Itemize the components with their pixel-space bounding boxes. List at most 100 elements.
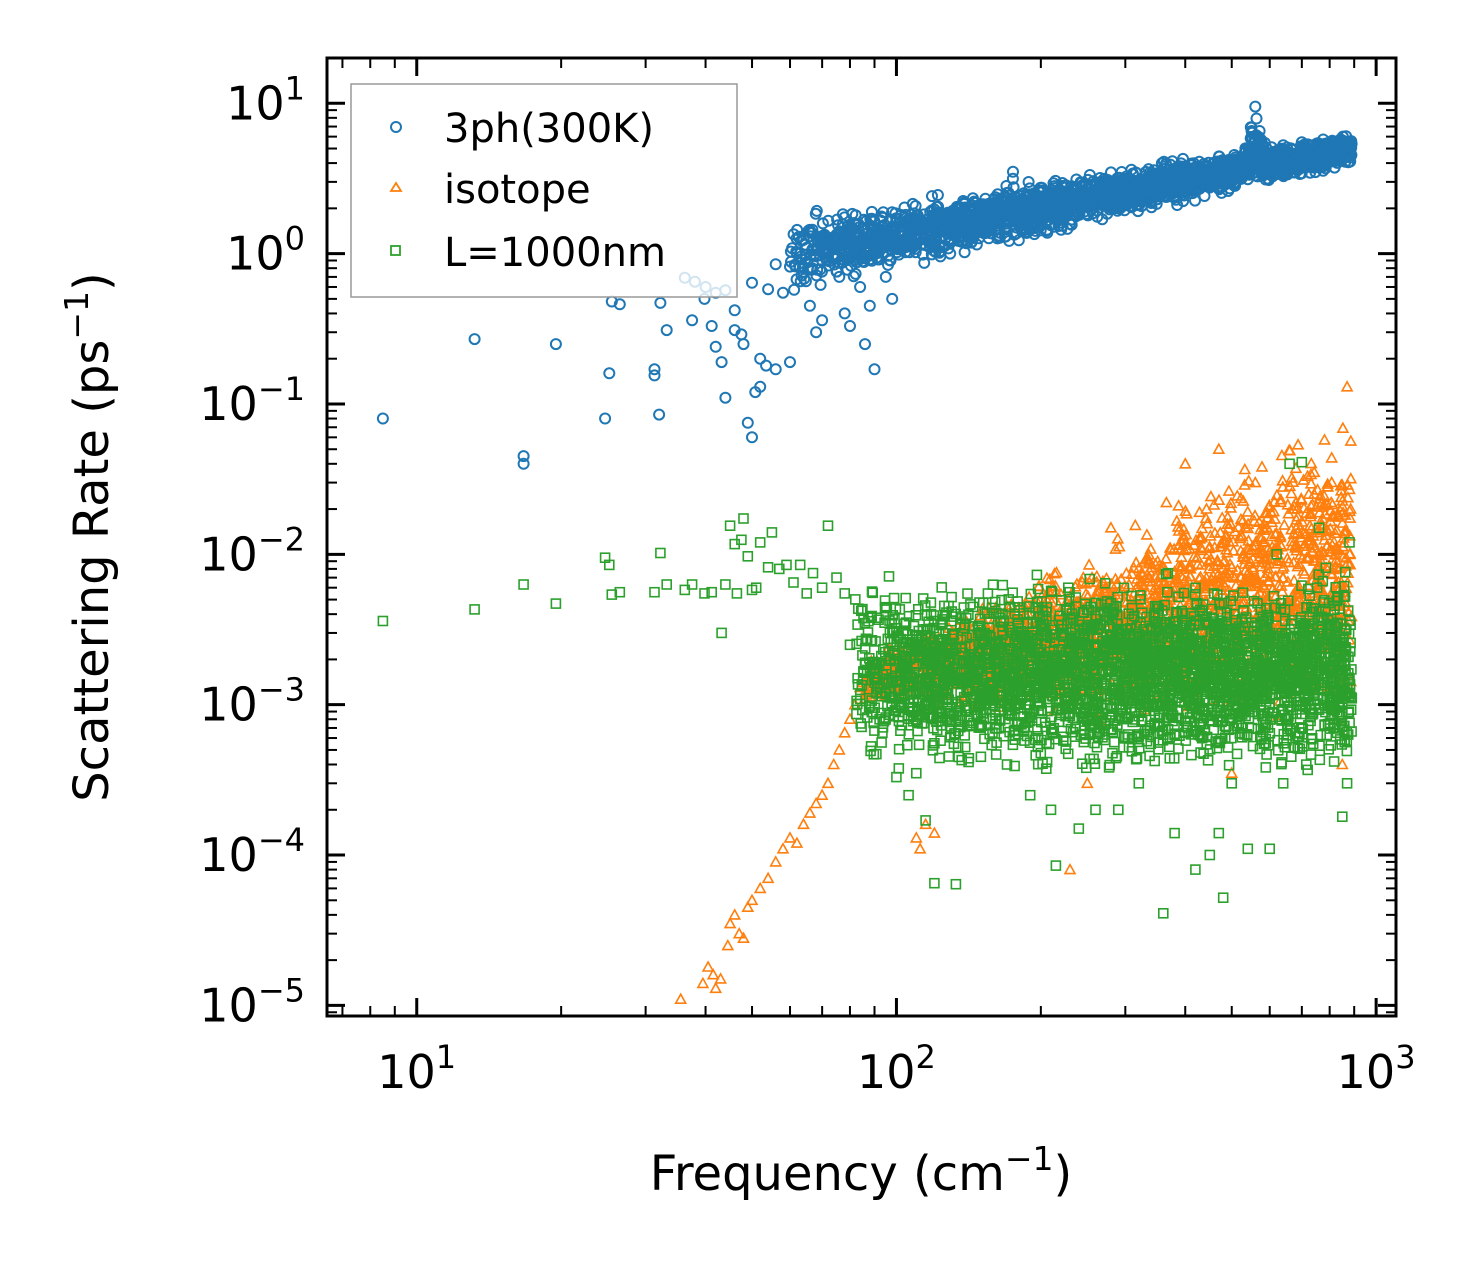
data-point — [1140, 528, 1154, 540]
data-point — [854, 281, 867, 293]
data-point — [847, 270, 860, 283]
data-point — [1224, 496, 1238, 509]
data-point — [1148, 174, 1161, 187]
data-point — [1323, 146, 1336, 159]
data-point — [1006, 172, 1019, 185]
data-point — [769, 258, 782, 271]
data-point — [1063, 862, 1077, 875]
data-point — [1189, 194, 1201, 207]
data-point — [793, 230, 805, 243]
data-point — [1050, 565, 1063, 578]
data-point — [1001, 194, 1014, 207]
data-point — [776, 842, 790, 854]
data-point — [1268, 512, 1282, 524]
data-point — [648, 369, 661, 382]
data-point — [1145, 201, 1158, 214]
data-point — [1276, 474, 1289, 486]
data-point — [844, 320, 856, 332]
data-point — [1111, 532, 1125, 544]
data-point — [803, 299, 816, 312]
data-point — [1016, 215, 1029, 228]
data-point — [886, 225, 899, 237]
data-point — [517, 457, 530, 470]
data-point — [1245, 125, 1258, 137]
data-point — [838, 307, 851, 320]
data-point — [1340, 380, 1354, 392]
data-point — [753, 881, 767, 894]
data-point — [996, 205, 1009, 218]
data-point — [1080, 776, 1094, 789]
data-point — [1293, 593, 1306, 606]
data-point — [1250, 112, 1263, 125]
data-point — [1285, 534, 1299, 547]
plot-area — [376, 100, 1358, 1005]
data-point — [1246, 132, 1259, 144]
data-point — [654, 296, 667, 309]
data-point — [1135, 577, 1148, 590]
data-point — [1160, 172, 1173, 185]
data-point — [1317, 489, 1331, 501]
data-point — [930, 223, 943, 236]
data-point — [1281, 141, 1293, 154]
data-point — [1231, 563, 1244, 575]
data-point — [843, 251, 856, 264]
data-point — [827, 757, 841, 770]
data-point — [958, 246, 971, 259]
data-point — [696, 976, 710, 989]
data-point — [1155, 157, 1168, 170]
data-point — [1190, 551, 1204, 563]
data-point — [1277, 518, 1291, 530]
data-point — [686, 314, 699, 327]
data-point — [790, 247, 803, 260]
data-point — [1084, 187, 1097, 200]
data-point — [1271, 557, 1284, 569]
data-point — [1044, 190, 1057, 203]
data-point — [1081, 198, 1093, 211]
data-point — [1041, 206, 1054, 219]
data-point — [886, 292, 899, 305]
data-point — [865, 221, 878, 234]
data-point — [1234, 512, 1248, 525]
data-point — [1291, 438, 1305, 450]
data-point — [721, 938, 735, 951]
data-point — [928, 237, 941, 250]
data-point — [1148, 181, 1161, 193]
data-point — [1247, 514, 1261, 526]
data-point — [728, 304, 741, 317]
data-point — [1331, 137, 1344, 150]
data-point — [1249, 534, 1263, 547]
data-point — [1125, 199, 1138, 212]
data-point — [1321, 477, 1334, 489]
data-point — [1047, 177, 1060, 190]
data-point — [858, 221, 871, 234]
data-point — [863, 299, 876, 312]
data-point — [993, 226, 1006, 239]
data-point — [1336, 421, 1350, 434]
data-point — [810, 204, 823, 217]
data-point — [784, 356, 796, 369]
data-point — [835, 253, 848, 266]
data-point — [918, 256, 931, 269]
data-point — [1035, 181, 1048, 194]
data-point — [769, 855, 783, 867]
data-point — [1057, 196, 1070, 209]
data-point — [1222, 484, 1236, 496]
data-point — [1233, 531, 1247, 544]
data-point — [1308, 154, 1321, 166]
data-point — [549, 338, 562, 351]
data-point — [1197, 170, 1210, 183]
data-point — [1344, 472, 1358, 484]
data-point — [1295, 136, 1308, 149]
data-point — [762, 283, 775, 296]
data-point — [789, 260, 802, 273]
data-point — [1241, 505, 1255, 517]
data-point — [1094, 181, 1107, 194]
data-point — [1253, 164, 1266, 176]
data-point — [1267, 151, 1280, 164]
data-point — [966, 201, 979, 214]
data-point — [1142, 194, 1155, 206]
data-point — [1291, 147, 1304, 160]
data-point — [816, 314, 829, 327]
data-point — [1104, 175, 1117, 188]
